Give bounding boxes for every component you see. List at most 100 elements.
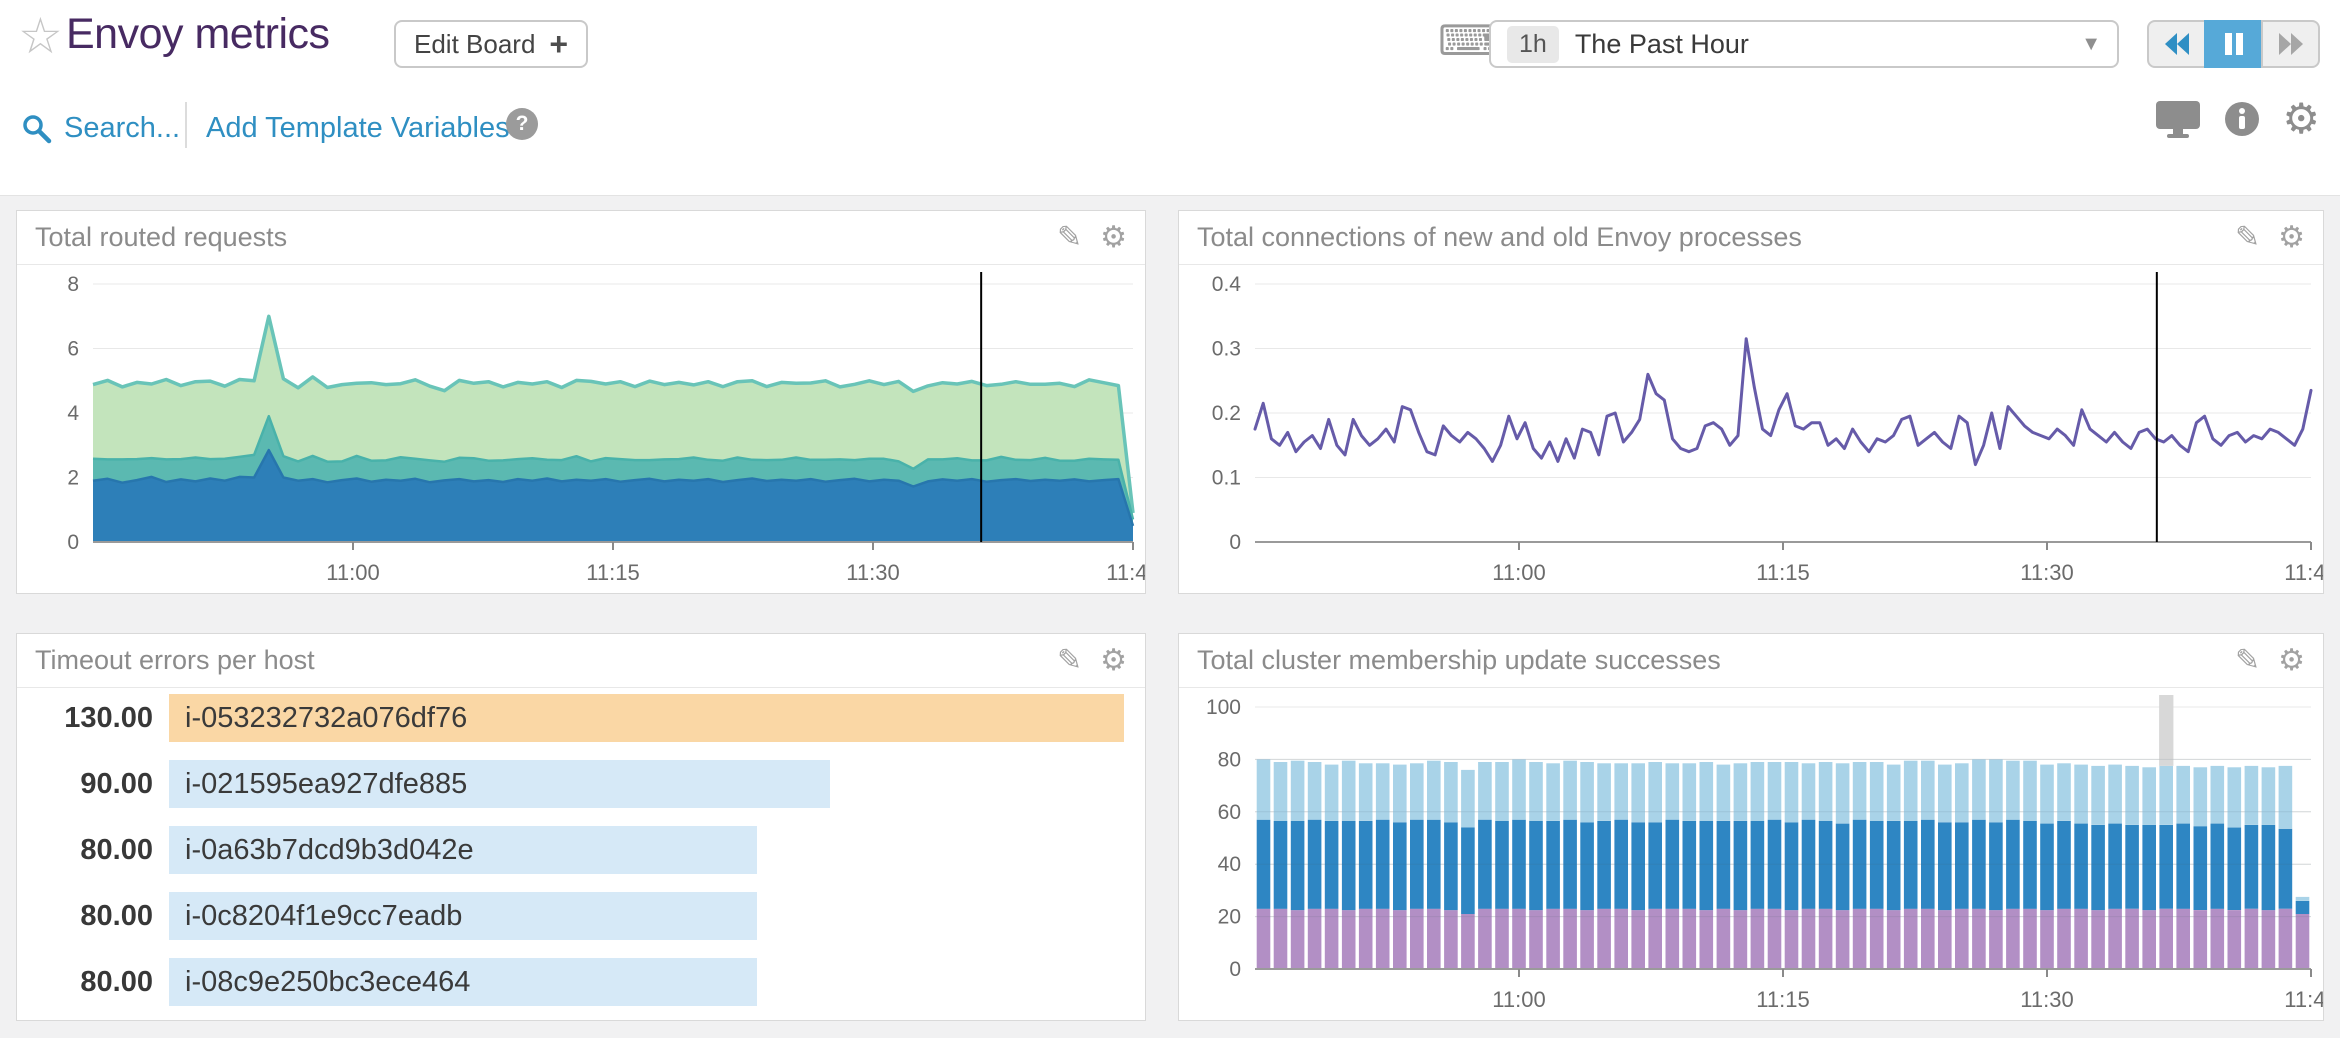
bar-membership-blue — [2023, 821, 2037, 909]
toplist-row[interactable]: 80.00 i-08c9e250bc3ece464 — [17, 958, 1145, 1006]
pencil-icon[interactable]: ✎ — [1056, 643, 1083, 677]
toplist-bar[interactable]: i-021595ea927dfe885 — [169, 760, 831, 808]
panel-actions: ✎ ⚙ — [1056, 220, 1127, 254]
playback-controls — [2147, 20, 2320, 68]
pencil-icon[interactable]: ✎ — [2234, 643, 2261, 677]
pause-button[interactable] — [2204, 20, 2263, 68]
bar-membership-blue — [2091, 824, 2105, 911]
bar-membership-blue — [1512, 819, 1526, 909]
info-icon[interactable] — [2224, 101, 2260, 137]
bar-membership-blue — [1580, 822, 1594, 911]
bar-membership-lightblue — [1972, 759, 1986, 820]
bar-membership-lightblue — [1273, 762, 1288, 821]
edit-board-label: Edit Board — [414, 28, 536, 59]
bar-membership-blue — [1801, 819, 1816, 909]
toplist-host-label: i-08c9e250bc3ece464 — [185, 965, 471, 998]
bar-membership-lightblue — [2176, 765, 2190, 824]
stacked-area-chart[interactable]: 0 2 4 6 8 11:00 11:15 11:30 11:45 — [17, 268, 1145, 592]
line-chart[interactable]: 0 0.1 0.2 0.3 0.4 11:00 11:15 11:30 11:45 — [1179, 268, 2323, 592]
toplist-bar[interactable]: i-0c8204f1e9cc7eadb — [169, 892, 757, 940]
bar-membership-purple — [1273, 908, 1288, 969]
gear-icon[interactable]: ⚙ — [2278, 643, 2305, 677]
bar-membership-lightblue — [1869, 762, 1884, 821]
bar-membership-blue — [1597, 821, 1611, 909]
toplist-row[interactable]: 80.00 i-0c8204f1e9cc7eadb — [17, 892, 1145, 940]
add-template-variables-link[interactable]: Add Template Variables — [206, 112, 510, 144]
gear-icon[interactable]: ⚙ — [2278, 220, 2305, 254]
toplist-row[interactable]: 130.00 i-053232732a076df76 — [17, 694, 1145, 742]
keyboard-shortcuts-icon[interactable]: ⌨ — [1438, 17, 1499, 64]
bar-membership-lightblue — [2193, 767, 2208, 827]
bar-membership-blue — [1529, 821, 1543, 911]
bar-membership-purple — [2125, 908, 2139, 969]
gear-icon[interactable]: ⚙ — [2282, 95, 2320, 142]
bar-membership-lightblue — [1375, 763, 1390, 820]
bar-membership-lightblue — [2023, 760, 2037, 821]
toplist-value: 90.00 — [80, 767, 153, 800]
bar-membership-blue — [1290, 821, 1305, 911]
bar-membership-purple — [2278, 908, 2293, 969]
bar-membership-lightblue — [1393, 764, 1407, 823]
page-title: Envoy metrics — [66, 10, 330, 58]
bar-membership-blue — [2108, 823, 2122, 909]
bar-membership-blue — [2278, 828, 2293, 909]
bar-membership-blue — [1784, 822, 1799, 911]
fast-forward-icon — [2278, 33, 2303, 55]
bar-membership-lightblue — [1699, 762, 1714, 821]
edit-board-button[interactable]: Edit Board + — [394, 20, 589, 68]
panel-header: Total cluster membership update successe… — [1179, 634, 2323, 688]
panel-actions: ✎ ⚙ — [2234, 220, 2305, 254]
favorite-star-icon[interactable]: ☆ — [18, 8, 63, 64]
fast-forward-button[interactable] — [2261, 20, 2320, 68]
toplist-row[interactable]: 80.00 i-0a63b7dcd9b3d042e — [17, 826, 1145, 874]
bar-membership-blue — [1886, 821, 1901, 911]
tv-mode-icon[interactable] — [2154, 99, 2202, 139]
bar-membership-purple — [2193, 910, 2208, 969]
bar-membership-purple — [1614, 908, 1628, 969]
toplist-bar[interactable]: i-08c9e250bc3ece464 — [169, 958, 757, 1006]
bar-membership-purple — [1512, 908, 1526, 969]
bar-membership-purple — [2074, 908, 2088, 969]
toplist-row[interactable]: 90.00 i-021595ea927dfe885 — [17, 760, 1145, 808]
bar-membership-blue — [2227, 827, 2242, 910]
bar-membership-purple — [1631, 910, 1645, 969]
toplist-bar[interactable]: i-053232732a076df76 — [169, 694, 1124, 742]
panel-body: 130.00 i-053232732a076df76 90.00 i-021595ea… — [17, 688, 1145, 1006]
bar-membership-purple — [1989, 910, 2003, 969]
bar-membership-lightblue — [1341, 760, 1356, 821]
bar-membership-purple — [1869, 908, 1884, 969]
bar-membership-blue — [1375, 819, 1390, 909]
time-range-selector[interactable]: 1h The Past Hour ▼ — [1489, 20, 2119, 68]
bar-membership-purple — [1648, 908, 1662, 969]
time-range-badge: 1h — [1507, 25, 1559, 63]
bar-membership-purple — [1444, 910, 1458, 969]
bar-membership-blue — [1307, 819, 1322, 909]
bar-membership-lightblue — [1938, 764, 1952, 823]
x-tick-label: 11:15 — [1756, 560, 1809, 585]
pencil-icon[interactable]: ✎ — [2234, 220, 2261, 254]
toplist-value: 80.00 — [80, 899, 153, 932]
pencil-icon[interactable]: ✎ — [1056, 220, 1083, 254]
x-tick-label: 11:30 — [846, 560, 899, 585]
toplist-host-label: i-0c8204f1e9cc7eadb — [185, 899, 463, 932]
bar-membership-blue — [1393, 822, 1407, 911]
bar-membership-purple — [2142, 910, 2156, 969]
bar-membership-lightblue — [2159, 765, 2173, 825]
bar-membership-lightblue — [2295, 896, 2310, 901]
toplist-bar[interactable]: i-0a63b7dcd9b3d042e — [169, 826, 757, 874]
bar-membership-blue — [1750, 821, 1765, 909]
gear-icon[interactable]: ⚙ — [1100, 220, 1127, 254]
rewind-icon — [2164, 33, 2189, 55]
stacked-bar-chart[interactable]: 0 20 40 60 80 100 11:00 11:15 11:30 11:45 — [1179, 691, 2323, 1019]
x-tick-label: 11:30 — [2020, 987, 2073, 1012]
bar-membership-lightblue — [1358, 763, 1373, 821]
dashboard-header: ☆ Envoy metrics Edit Board + ⌨ 1h The Pa… — [0, 0, 2340, 196]
gear-icon[interactable]: ⚙ — [1100, 643, 1127, 677]
rewind-button[interactable] — [2147, 20, 2206, 68]
bar-membership-purple — [1461, 914, 1475, 969]
bar-membership-lightblue — [2210, 765, 2225, 824]
help-icon[interactable]: ? — [506, 108, 538, 140]
bar-membership-blue — [1358, 821, 1373, 909]
edge-requests-teal — [92, 414, 1135, 520]
search-button[interactable]: Search... — [22, 112, 180, 145]
